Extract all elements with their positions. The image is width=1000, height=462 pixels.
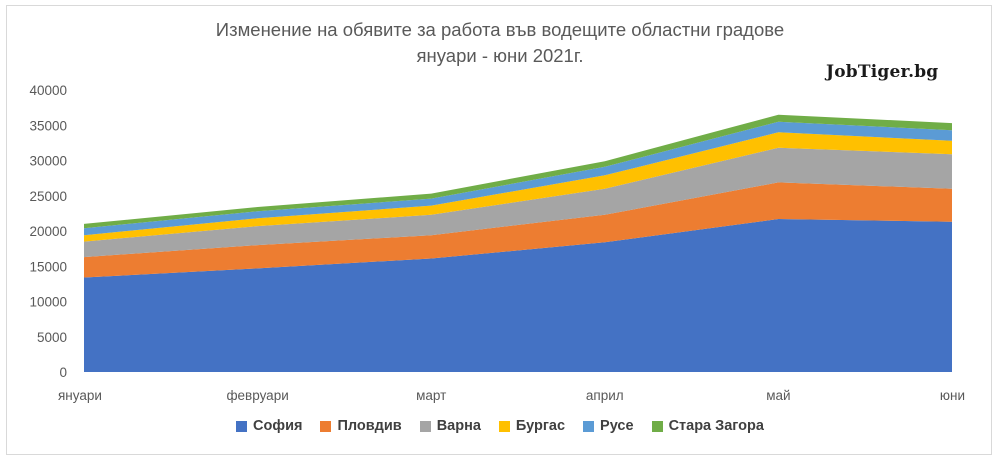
legend-label: Стара Загора <box>668 418 764 434</box>
legend-swatch <box>651 420 663 432</box>
x-tick-label: юни <box>940 388 965 403</box>
area-series-2 <box>84 147 952 258</box>
x-tick-label: май <box>766 388 790 403</box>
x-tick-label: февруари <box>226 388 288 403</box>
y-tick-label: 20000 <box>29 224 67 239</box>
legend-item: Стара Загора <box>651 418 764 434</box>
chart-title: Изменение на обявите за работа във водещ… <box>0 17 1000 69</box>
legend-label: Варна <box>436 418 481 434</box>
x-tick-label: март <box>416 388 446 403</box>
y-tick-label: 15000 <box>29 259 67 274</box>
legend-label: Пловдив <box>337 418 402 434</box>
y-tick-label: 5000 <box>37 330 67 345</box>
y-tick-label: 0 <box>59 365 67 380</box>
legend-item: Русе <box>583 418 634 434</box>
y-tick-label: 25000 <box>29 189 67 204</box>
chart-title-line-2: януари - юни 2021г. <box>416 45 584 66</box>
legend-item: Пловдив <box>320 418 402 434</box>
legend-item: Бургас <box>498 418 566 434</box>
legend-swatch <box>419 420 431 432</box>
x-tick-label: април <box>586 388 624 403</box>
area-series-4 <box>84 121 952 236</box>
legend: София Пловдив Варна Бургас Русе Стара Загора <box>0 418 1000 434</box>
legend-swatch <box>236 420 248 432</box>
legend-swatch <box>583 420 595 432</box>
chart-title-line-1: Изменение на обявите за работа във водещ… <box>215 19 785 40</box>
legend-label: Бургас <box>515 418 566 434</box>
y-tick-label: 35000 <box>29 118 67 133</box>
y-tick-label: 10000 <box>29 295 67 310</box>
x-axis-ticks: януари февруари март април май юни <box>58 388 965 403</box>
area-series-3 <box>84 132 952 242</box>
area-series-group <box>84 114 952 372</box>
legend-item: Варна <box>419 418 481 434</box>
area-series-5 <box>84 114 952 229</box>
legend-swatch <box>320 420 332 432</box>
area-series-1 <box>84 182 952 278</box>
y-tick-label: 30000 <box>29 154 67 169</box>
legend-swatch <box>498 420 510 432</box>
jobtiger-watermark: JobTiger.bg <box>826 62 939 82</box>
legend-item: София <box>236 418 302 434</box>
legend-label: Русе <box>600 418 634 434</box>
y-axis-ticks: 0 5000 10000 15000 20000 25000 30000 35000 40000 <box>29 83 67 380</box>
area-series-0 <box>84 219 952 372</box>
x-tick-label: януари <box>58 388 102 403</box>
legend-label: София <box>253 418 303 434</box>
y-tick-label: 40000 <box>29 83 67 98</box>
